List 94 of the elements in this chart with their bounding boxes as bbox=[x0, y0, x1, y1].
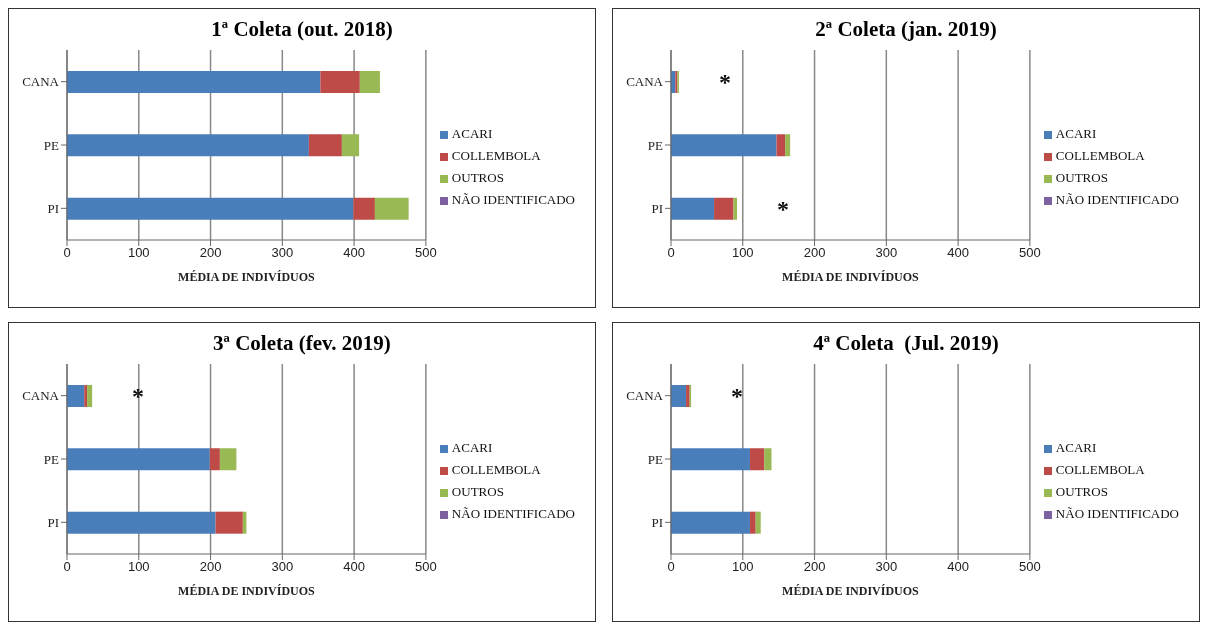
bar bbox=[320, 71, 360, 93]
legend-label: NÃO IDENTIFICADO bbox=[1055, 192, 1179, 207]
x-tick-label: 300 bbox=[271, 245, 294, 261]
annotation: * bbox=[731, 383, 744, 410]
x-tick-label: 0 bbox=[63, 559, 71, 575]
x-tick-label: 0 bbox=[667, 245, 675, 261]
bar bbox=[785, 134, 791, 157]
x-tick-label: 100 bbox=[731, 559, 754, 575]
bar bbox=[308, 134, 342, 157]
bar bbox=[67, 385, 85, 407]
bar bbox=[733, 197, 738, 220]
y-tick-label: PI bbox=[47, 200, 59, 216]
legend-label: ACARI bbox=[451, 126, 493, 141]
y-tick-label: PE bbox=[647, 451, 664, 467]
bar bbox=[67, 134, 309, 157]
bar bbox=[219, 448, 237, 471]
x-tick-label: 100 bbox=[731, 245, 754, 261]
bar bbox=[776, 134, 786, 157]
y-tick-label: PI bbox=[47, 514, 59, 530]
bar bbox=[671, 197, 715, 220]
bar bbox=[67, 448, 210, 471]
legend-label: OUTROS bbox=[451, 484, 504, 499]
y-tick-label: PE bbox=[43, 137, 60, 153]
annotation: * bbox=[132, 383, 145, 410]
y-tick-label: PI bbox=[651, 514, 663, 530]
x-tick-label: 500 bbox=[415, 559, 437, 575]
bar bbox=[341, 134, 360, 157]
bar bbox=[764, 448, 772, 471]
bar bbox=[359, 71, 380, 93]
legend-label: NÃO IDENTIFICADO bbox=[451, 192, 575, 207]
x-axis-title: MÉDIA DE INDIVÍDUOS bbox=[782, 583, 920, 598]
legend-label: COLLEMBOLA bbox=[451, 148, 541, 163]
y-tick-label: CANA bbox=[626, 74, 664, 90]
x-tick-label: 500 bbox=[1019, 559, 1041, 575]
x-tick-label: 400 bbox=[947, 559, 969, 575]
legend-label: NÃO IDENTIFICADO bbox=[1055, 506, 1179, 521]
legend-label: ACARI bbox=[451, 440, 493, 455]
bar bbox=[749, 448, 765, 471]
x-tick-label: 400 bbox=[947, 245, 969, 261]
legend-label: ACARI bbox=[1055, 126, 1097, 141]
x-tick-label: 200 bbox=[199, 559, 222, 575]
y-tick-label: CANA bbox=[626, 388, 664, 404]
legend-label: COLLEMBOLA bbox=[1055, 148, 1145, 163]
bar bbox=[671, 134, 777, 157]
x-axis-title: MÉDIA DE INDIVÍDUOS bbox=[782, 269, 920, 284]
x-tick-label: 400 bbox=[343, 245, 365, 261]
bar bbox=[749, 511, 756, 534]
y-tick-label: CANA bbox=[22, 388, 60, 404]
y-tick-label: PI bbox=[651, 200, 663, 216]
bar bbox=[671, 511, 750, 534]
x-tick-label: 300 bbox=[875, 559, 898, 575]
x-tick-label: 200 bbox=[803, 245, 826, 261]
chart-title: 1ª Coleta (out. 2018) bbox=[210, 17, 394, 42]
bar bbox=[87, 385, 93, 407]
x-axis-title: MÉDIA DE INDIVÍDUOS bbox=[178, 269, 316, 284]
chart-title: 3ª Coleta (fev. 2019) bbox=[212, 331, 392, 356]
legend-label: OUTROS bbox=[1055, 170, 1108, 185]
legend-label: NÃO IDENTIFICADO bbox=[451, 506, 575, 521]
bar bbox=[209, 448, 220, 471]
x-tick-label: 0 bbox=[63, 245, 71, 261]
x-tick-label: 300 bbox=[271, 559, 294, 575]
annotation: * bbox=[777, 195, 790, 222]
annotation: * bbox=[718, 69, 731, 96]
legend-label: OUTROS bbox=[451, 170, 504, 185]
x-tick-label: 300 bbox=[875, 245, 898, 261]
y-tick-label: PE bbox=[43, 451, 60, 467]
x-axis-title: MÉDIA DE INDIVÍDUOS bbox=[178, 583, 316, 598]
bar bbox=[84, 385, 88, 407]
bar bbox=[67, 71, 321, 93]
bar bbox=[353, 197, 375, 220]
x-tick-label: 100 bbox=[127, 245, 150, 261]
x-tick-label: 0 bbox=[667, 559, 675, 575]
x-tick-label: 200 bbox=[199, 245, 222, 261]
chart-title: 4ª Coleta (Jul. 2019) bbox=[812, 331, 1000, 356]
legend-label: COLLEMBOLA bbox=[1055, 462, 1145, 477]
x-tick-label: 500 bbox=[1019, 245, 1041, 261]
x-tick-label: 200 bbox=[803, 559, 826, 575]
legend-label: COLLEMBOLA bbox=[451, 462, 541, 477]
bar bbox=[215, 511, 243, 534]
legend-label: ACARI bbox=[1055, 440, 1097, 455]
x-tick-label: 500 bbox=[415, 245, 437, 261]
chart-title: 2ª Coleta (jan. 2019) bbox=[814, 17, 998, 42]
bar bbox=[374, 197, 409, 220]
legend-label: OUTROS bbox=[1055, 484, 1108, 499]
bar bbox=[755, 511, 761, 534]
bar bbox=[671, 385, 687, 407]
bar bbox=[67, 197, 354, 220]
bar bbox=[671, 448, 750, 471]
y-tick-label: PE bbox=[647, 137, 664, 153]
y-tick-label: CANA bbox=[22, 74, 60, 90]
x-tick-label: 400 bbox=[343, 559, 365, 575]
x-tick-label: 100 bbox=[127, 559, 150, 575]
bar bbox=[67, 511, 216, 534]
bar bbox=[714, 197, 734, 220]
